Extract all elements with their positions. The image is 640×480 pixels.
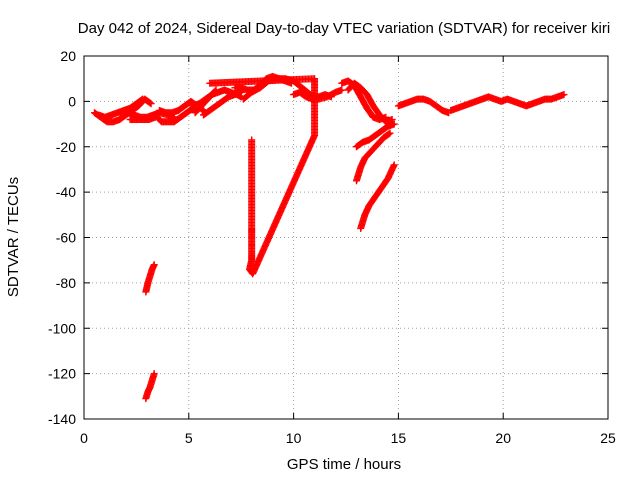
x-tick-label: 10 (286, 430, 302, 446)
y-tick-label: -20 (56, 139, 76, 155)
data-point (385, 130, 393, 138)
data-points (90, 72, 568, 403)
y-tick-label: 0 (68, 93, 76, 109)
data-point (390, 161, 398, 169)
data-point (147, 100, 155, 108)
x-tick-label: 15 (391, 430, 407, 446)
data-point (150, 370, 158, 378)
chart-title: Day 042 of 2024, Sidereal Day-to-day VTE… (78, 20, 610, 37)
y-tick-label: 20 (60, 48, 76, 64)
x-tick-label: 20 (495, 430, 511, 446)
plot-frame (83, 55, 609, 420)
x-axis-label: GPS time / hours (287, 456, 401, 473)
y-axis-label: SDTVAR / TECUs (5, 177, 22, 297)
data-point (560, 91, 568, 99)
x-tick-labels: 0 5 10 15 20 25 (80, 430, 616, 446)
data-point (390, 120, 398, 128)
data-point (206, 79, 214, 87)
x-tick-label: 0 (80, 430, 88, 446)
y-tick-label: -100 (48, 320, 76, 336)
x-tick-label: 5 (185, 430, 193, 446)
data-point (327, 93, 335, 101)
y-tick-label: -120 (48, 366, 76, 382)
y-tick-label: -140 (48, 411, 76, 427)
x-tick-label: 25 (600, 430, 616, 446)
y-tick-label: -60 (56, 230, 76, 246)
y-tick-label: -80 (56, 275, 76, 291)
data-point (139, 95, 147, 103)
data-point (212, 86, 220, 94)
data-point (338, 86, 346, 94)
data-point (138, 96, 146, 104)
data-point (150, 261, 158, 269)
data-point (211, 87, 219, 95)
y-tick-label: -40 (56, 184, 76, 200)
data-point (386, 129, 394, 137)
y-tick-labels: 20 0 -20 -40 -60 -80 -100 -120 -140 (48, 48, 76, 427)
data-point (146, 99, 154, 107)
